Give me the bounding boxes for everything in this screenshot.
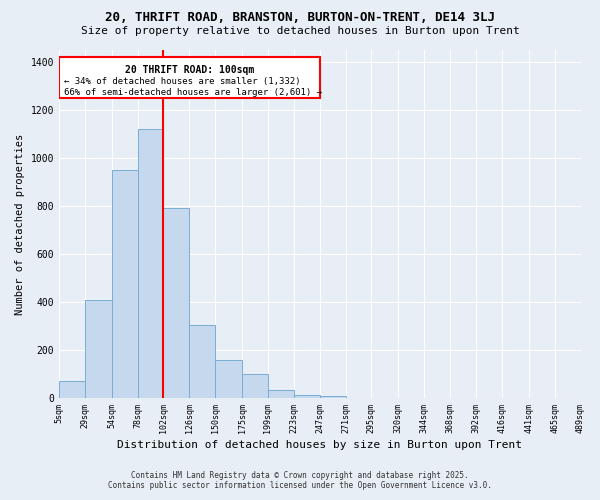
Bar: [320, 396, 346, 398]
Text: 66% of semi-detached houses are larger (2,601) →: 66% of semi-detached houses are larger (…: [64, 88, 322, 97]
Bar: [215, 360, 242, 398]
Bar: [137, 129, 163, 398]
Bar: [163, 208, 190, 398]
Bar: [190, 325, 215, 398]
Bar: [242, 374, 268, 398]
FancyBboxPatch shape: [59, 57, 320, 98]
Text: ← 34% of detached houses are smaller (1,332): ← 34% of detached houses are smaller (1,…: [64, 77, 301, 86]
Bar: [59, 382, 85, 398]
X-axis label: Distribution of detached houses by size in Burton upon Trent: Distribution of detached houses by size …: [117, 440, 522, 450]
Bar: [268, 390, 294, 398]
Bar: [294, 394, 320, 398]
Bar: [112, 170, 137, 398]
Bar: [85, 300, 112, 398]
Text: 20, THRIFT ROAD, BRANSTON, BURTON-ON-TRENT, DE14 3LJ: 20, THRIFT ROAD, BRANSTON, BURTON-ON-TRE…: [105, 11, 495, 24]
Text: Size of property relative to detached houses in Burton upon Trent: Size of property relative to detached ho…: [80, 26, 520, 36]
Text: 20 THRIFT ROAD: 100sqm: 20 THRIFT ROAD: 100sqm: [125, 64, 254, 74]
Text: Contains HM Land Registry data © Crown copyright and database right 2025.
Contai: Contains HM Land Registry data © Crown c…: [108, 470, 492, 490]
Y-axis label: Number of detached properties: Number of detached properties: [15, 134, 25, 314]
